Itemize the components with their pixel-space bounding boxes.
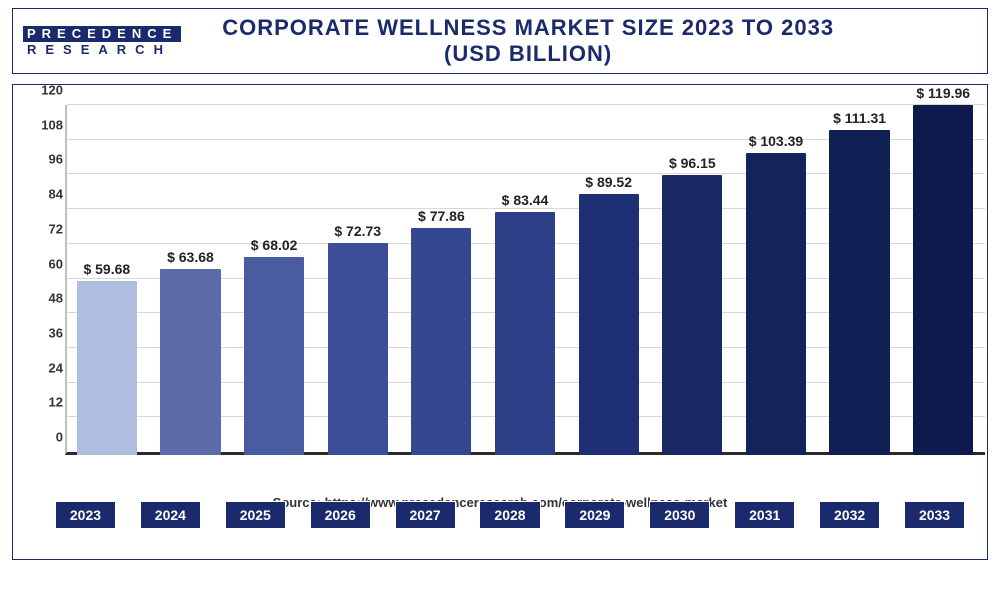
logo-line-2: RESEARCH bbox=[23, 42, 181, 56]
x-tick-label: 2031 bbox=[734, 501, 795, 529]
y-tick-label: 36 bbox=[33, 325, 63, 340]
x-tick-label: 2029 bbox=[564, 501, 625, 529]
x-tick-label: 2027 bbox=[395, 501, 456, 529]
x-tick: 2025 bbox=[213, 501, 298, 529]
bar-wrap: $ 63.68 bbox=[149, 105, 233, 455]
bar-value-label: $ 59.68 bbox=[83, 261, 130, 277]
x-tick: 2023 bbox=[43, 501, 128, 529]
x-tick: 2024 bbox=[128, 501, 213, 529]
bar-value-label: $ 83.44 bbox=[502, 192, 549, 208]
x-tick: 2026 bbox=[298, 501, 383, 529]
bar-wrap: $ 68.02 bbox=[232, 105, 316, 455]
bar-wrap: $ 77.86 bbox=[400, 105, 484, 455]
x-tick-label: 2030 bbox=[649, 501, 710, 529]
bars-group: $ 59.68 $ 63.68 $ 68.02 $ 72.73 $ 77.86 $ 83.… bbox=[65, 105, 985, 455]
y-tick-label: 96 bbox=[33, 152, 63, 167]
plot-area: 01224364860728496108120 $ 59.68$ 63.68$ … bbox=[65, 105, 995, 485]
bar-value-label: $ 77.86 bbox=[418, 208, 465, 224]
bar-wrap: $ 72.73 bbox=[316, 105, 400, 455]
x-tick: 2029 bbox=[552, 501, 637, 529]
bar-value-label: $ 63.68 bbox=[167, 249, 214, 265]
y-tick-label: 24 bbox=[33, 360, 63, 375]
bar-wrap: $ 96.15 bbox=[650, 105, 734, 455]
y-tick-label: 0 bbox=[33, 430, 63, 445]
bar-wrap: $ 111.31 bbox=[818, 105, 902, 455]
bar bbox=[160, 269, 220, 455]
bar-value-label: $ 119.96 bbox=[916, 85, 970, 101]
bar-wrap: $ 119.96 bbox=[901, 105, 985, 455]
y-tick-label: 84 bbox=[33, 187, 63, 202]
x-tick-label: 2033 bbox=[904, 501, 965, 529]
x-tick-label: 2032 bbox=[819, 501, 880, 529]
bar bbox=[579, 194, 639, 455]
logo-line-1: PRECEDENCE bbox=[23, 26, 181, 42]
logo: PRECEDENCE RESEARCH bbox=[23, 26, 181, 57]
x-tick-label: 2023 bbox=[55, 501, 116, 529]
x-tick-label: 2026 bbox=[310, 501, 371, 529]
bar bbox=[662, 175, 722, 455]
chart-root: PRECEDENCE RESEARCH CORPORATE WELLNESS M… bbox=[0, 0, 1000, 592]
bar bbox=[77, 281, 137, 455]
x-tick: 2030 bbox=[637, 501, 722, 529]
x-tick: 2033 bbox=[892, 501, 977, 529]
bar-value-label: $ 103.39 bbox=[749, 133, 804, 149]
bar bbox=[411, 228, 471, 455]
header: PRECEDENCE RESEARCH CORPORATE WELLNESS M… bbox=[12, 8, 988, 74]
x-tick-label: 2024 bbox=[140, 501, 201, 529]
x-tick: 2032 bbox=[807, 501, 892, 529]
y-tick-label: 108 bbox=[33, 117, 63, 132]
bar-value-label: $ 89.52 bbox=[585, 174, 632, 190]
chart-container: 01224364860728496108120 $ 59.68$ 63.68$ … bbox=[12, 84, 988, 560]
bar-wrap: $ 103.39 bbox=[734, 105, 818, 455]
x-axis: 2023 2024 2025 2026 2027 2028 2029 2030 2031 2032… bbox=[43, 501, 977, 529]
bar bbox=[829, 130, 889, 455]
y-tick-label: 12 bbox=[33, 395, 63, 410]
bar-wrap: $ 89.52 bbox=[567, 105, 651, 455]
bar bbox=[746, 153, 806, 455]
bar bbox=[244, 257, 304, 455]
bar-value-label: $ 68.02 bbox=[251, 237, 298, 253]
bar-value-label: $ 96.15 bbox=[669, 155, 716, 171]
bar-wrap: $ 83.44 bbox=[483, 105, 567, 455]
y-tick-label: 48 bbox=[33, 291, 63, 306]
bar-value-label: $ 111.31 bbox=[833, 110, 886, 126]
x-tick-label: 2028 bbox=[479, 501, 540, 529]
x-tick: 2031 bbox=[722, 501, 807, 529]
y-tick-label: 120 bbox=[33, 83, 63, 98]
bar-wrap: $ 59.68 bbox=[65, 105, 149, 455]
chart-title: CORPORATE WELLNESS MARKET SIZE 2023 TO 2… bbox=[199, 15, 977, 67]
bar bbox=[495, 212, 555, 455]
x-tick: 2027 bbox=[383, 501, 468, 529]
bar bbox=[913, 105, 973, 455]
bar bbox=[328, 243, 388, 455]
x-tick-label: 2025 bbox=[225, 501, 286, 529]
y-tick-label: 60 bbox=[33, 256, 63, 271]
y-tick-label: 72 bbox=[33, 221, 63, 236]
x-tick: 2028 bbox=[468, 501, 553, 529]
bar-value-label: $ 72.73 bbox=[334, 223, 381, 239]
